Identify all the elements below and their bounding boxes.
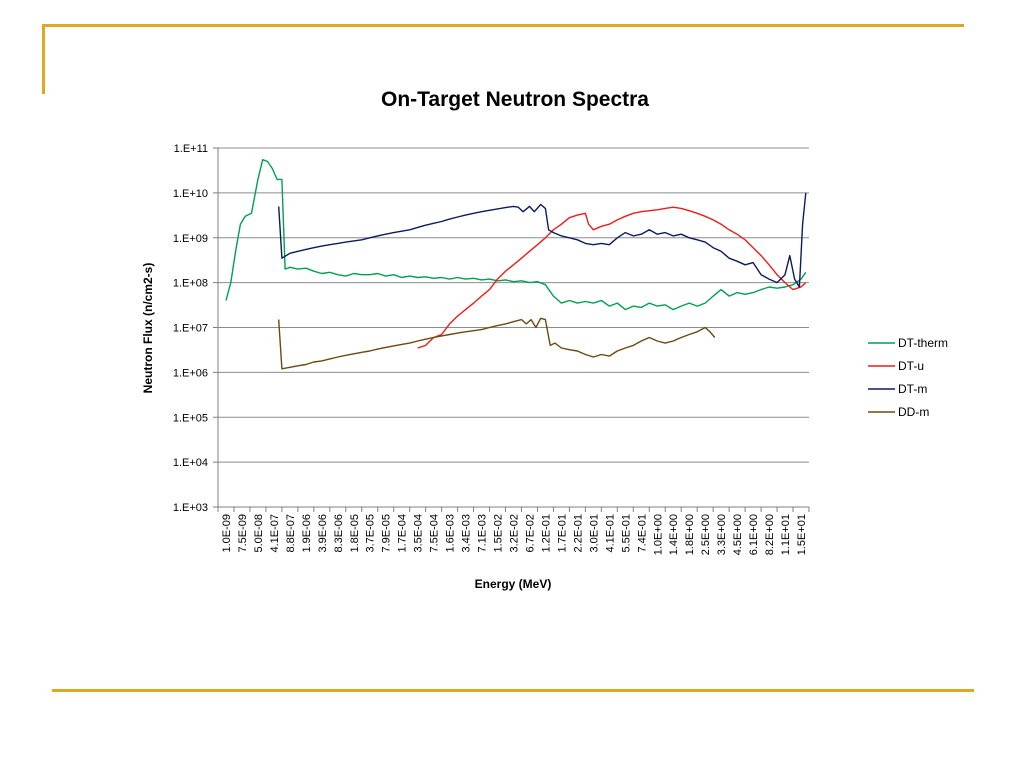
- x-tick-label: 5.0E-08: [253, 514, 265, 553]
- y-tick-label: 1.E+08: [173, 278, 208, 290]
- x-tick-label: 1.8E+00: [684, 514, 696, 555]
- series-line-dt-therm: [225, 159, 807, 311]
- y-tick-label: 1.E+03: [173, 502, 208, 514]
- y-tick-label: 1.E+04: [173, 457, 208, 469]
- y-tick-label: 1.E+06: [173, 367, 208, 379]
- x-tick-label: 1.4E+00: [668, 514, 680, 555]
- x-tick-label: 7.4E-01: [636, 514, 648, 553]
- bottom-horizontal-rule: [52, 689, 974, 692]
- series-lines: [225, 159, 807, 370]
- x-tick-label: 5.5E-01: [620, 514, 632, 553]
- x-tick-label: 1.8E-05: [349, 514, 361, 553]
- legend: DT-therm DT-u DT-m DD-m: [868, 336, 948, 419]
- x-tick-label: 3.7E-05: [365, 514, 377, 553]
- x-tick-label: 7.9E-05: [381, 514, 393, 553]
- x-tick-label: 1.7E-04: [397, 514, 409, 553]
- gridlines: [213, 147, 809, 508]
- x-tick-label: 2.5E+00: [700, 514, 712, 555]
- x-tick-label: 3.0E-01: [588, 514, 600, 553]
- x-tick-label: 6.1E+00: [748, 514, 760, 555]
- y-axis-label: Neutron Flux (n/cm2-s): [141, 263, 155, 394]
- x-tick-label: 3.9E-06: [317, 514, 329, 553]
- y-tick-labels: 1.E+03 1.E+04 1.E+05 1.E+06 1.E+07 1.E+08 1.E+…: [173, 143, 208, 514]
- legend-label: DD-m: [898, 405, 929, 419]
- x-tick-label: 7.5E-09: [237, 514, 249, 553]
- y-tick-label: 1.E+09: [173, 233, 208, 245]
- legend-label: DT-u: [898, 359, 924, 373]
- x-tick-labels: 1.0E-09 7.5E-09 5.0E-08 4.1E-07 8.8E-07 1.9E-…: [221, 514, 808, 555]
- x-tick-label: 1.0E+00: [652, 514, 664, 555]
- x-tick-label: 3.3E+00: [716, 514, 728, 555]
- x-tick-label: 1.2E-01: [540, 514, 552, 553]
- x-tick-label: 1.0E-09: [221, 514, 233, 553]
- chart-title: On-Target Neutron Spectra: [381, 88, 649, 111]
- x-tick-label: 3.5E-04: [413, 514, 425, 553]
- y-tick-label: 1.E+10: [173, 188, 208, 200]
- top-left-vertical-rule: [42, 24, 45, 94]
- y-tick-label: 1.E+11: [174, 143, 208, 155]
- legend-label: DT-therm: [898, 336, 948, 350]
- x-tick-label: 1.1E+01: [780, 514, 792, 555]
- x-tick-label: 8.3E-06: [333, 514, 345, 553]
- x-tick-label: 2.2E-01: [572, 514, 584, 553]
- x-tick-label: 8.2E+00: [764, 514, 776, 555]
- x-tick-label: 8.8E-07: [285, 514, 297, 553]
- x-tick-label: 1.5E+01: [796, 514, 808, 555]
- x-axis-label: Energy (MeV): [475, 577, 552, 591]
- x-tick-label: 1.5E-02: [493, 514, 505, 553]
- axes: [217, 148, 810, 512]
- x-tick-label: 6.7E-02: [524, 514, 536, 553]
- x-tick-label: 3.4E-03: [461, 514, 473, 553]
- x-tick-label: 1.6E-03: [445, 514, 457, 553]
- x-tick-label: 1.7E-01: [556, 514, 568, 553]
- x-tick-label: 1.9E-06: [301, 514, 313, 553]
- top-horizontal-rule: [42, 24, 964, 27]
- x-tick-label: 4.1E-01: [604, 514, 616, 553]
- x-tick-label: 7.5E-04: [429, 514, 441, 553]
- x-tick-label: 7.1E-03: [477, 514, 489, 553]
- legend-label: DT-m: [898, 382, 927, 396]
- series-line-dd-m: [278, 317, 716, 370]
- x-tick-label: 3.2E-02: [509, 514, 521, 553]
- x-tick-label: 4.5E+00: [732, 514, 744, 555]
- x-tick-label: 4.1E-07: [269, 514, 281, 553]
- y-tick-label: 1.E+05: [173, 412, 208, 424]
- y-tick-label: 1.E+07: [173, 323, 208, 335]
- series-line-dt-u: [417, 206, 807, 349]
- series-line-dt-m: [278, 192, 807, 288]
